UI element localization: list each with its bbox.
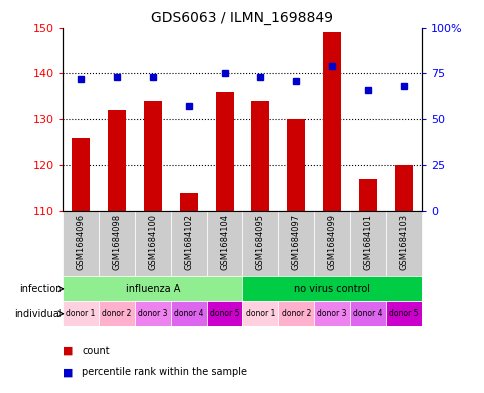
Text: GSM1684098: GSM1684098 — [112, 214, 121, 270]
Text: individual: individual — [14, 309, 61, 319]
FancyBboxPatch shape — [170, 211, 206, 276]
Bar — [143, 101, 161, 211]
Bar — [287, 119, 305, 211]
Text: donor 1: donor 1 — [245, 309, 274, 318]
FancyBboxPatch shape — [314, 301, 349, 326]
Text: GSM1684103: GSM1684103 — [399, 214, 408, 270]
Text: infection: infection — [19, 284, 61, 294]
FancyBboxPatch shape — [135, 301, 170, 326]
Text: donor 1: donor 1 — [66, 309, 95, 318]
FancyBboxPatch shape — [242, 301, 278, 326]
FancyBboxPatch shape — [170, 301, 206, 326]
FancyBboxPatch shape — [242, 276, 421, 301]
Text: GSM1684097: GSM1684097 — [291, 214, 300, 270]
Text: ■: ■ — [63, 346, 74, 356]
Text: no virus control: no virus control — [294, 284, 369, 294]
FancyBboxPatch shape — [385, 211, 421, 276]
Text: influenza A: influenza A — [125, 284, 180, 294]
FancyBboxPatch shape — [63, 301, 99, 326]
FancyBboxPatch shape — [278, 211, 314, 276]
Text: donor 5: donor 5 — [389, 309, 418, 318]
FancyBboxPatch shape — [206, 301, 242, 326]
Text: ■: ■ — [63, 367, 74, 377]
Title: GDS6063 / ILMN_1698849: GDS6063 / ILMN_1698849 — [151, 11, 333, 25]
FancyBboxPatch shape — [63, 211, 99, 276]
Text: GSM1684099: GSM1684099 — [327, 214, 336, 270]
Text: GSM1684104: GSM1684104 — [220, 214, 228, 270]
Bar — [251, 101, 269, 211]
Text: count: count — [82, 346, 110, 356]
FancyBboxPatch shape — [385, 301, 421, 326]
FancyBboxPatch shape — [99, 301, 135, 326]
Text: GSM1684100: GSM1684100 — [148, 214, 157, 270]
FancyBboxPatch shape — [206, 211, 242, 276]
Text: GSM1684095: GSM1684095 — [256, 214, 264, 270]
FancyBboxPatch shape — [278, 301, 314, 326]
Bar — [107, 110, 125, 211]
Bar — [215, 92, 233, 211]
Bar — [394, 165, 412, 211]
Text: donor 4: donor 4 — [353, 309, 382, 318]
Text: GSM1684101: GSM1684101 — [363, 214, 372, 270]
Text: GSM1684096: GSM1684096 — [76, 214, 85, 270]
FancyBboxPatch shape — [349, 301, 385, 326]
FancyBboxPatch shape — [99, 211, 135, 276]
Bar — [72, 138, 90, 211]
FancyBboxPatch shape — [349, 211, 385, 276]
Bar — [322, 32, 340, 211]
FancyBboxPatch shape — [135, 211, 170, 276]
Text: GSM1684102: GSM1684102 — [184, 214, 193, 270]
Text: donor 3: donor 3 — [317, 309, 346, 318]
Bar — [179, 193, 197, 211]
FancyBboxPatch shape — [242, 211, 278, 276]
Text: donor 2: donor 2 — [281, 309, 310, 318]
Text: donor 4: donor 4 — [174, 309, 203, 318]
Text: donor 5: donor 5 — [210, 309, 239, 318]
Bar — [358, 179, 376, 211]
Text: donor 3: donor 3 — [138, 309, 167, 318]
FancyBboxPatch shape — [314, 211, 349, 276]
FancyBboxPatch shape — [63, 276, 242, 301]
Text: percentile rank within the sample: percentile rank within the sample — [82, 367, 247, 377]
Text: donor 2: donor 2 — [102, 309, 131, 318]
